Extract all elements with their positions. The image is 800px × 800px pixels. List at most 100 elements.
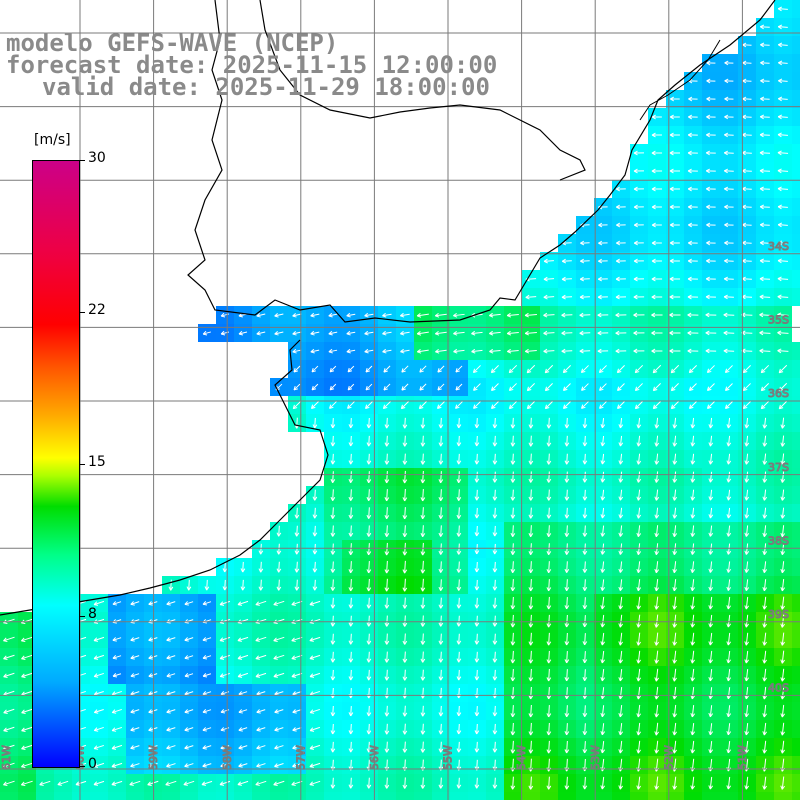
wind-arrow [744,417,750,429]
wind-arrow [366,723,372,735]
wind-arrow [564,723,570,736]
wind-arrow [633,240,644,246]
wind-arrow [186,579,192,591]
wind-arrow [778,96,788,102]
wind-arrow [744,453,750,465]
wind-arrow [654,614,659,628]
wind-arrow [759,114,770,120]
wind-arrow [564,471,570,483]
wind-arrow [618,453,624,465]
wind-arrow [438,633,444,645]
wind-cell [792,666,800,684]
wind-arrow [219,780,231,786]
wind-arrow [292,745,302,750]
wind-arrow [654,668,660,682]
argentina-coast [0,339,329,616]
wind-arrow [528,579,534,592]
wind-arrow [690,453,696,465]
wind-arrow [708,776,714,790]
wind-arrow [546,668,552,682]
wind-arrow [401,383,409,391]
wind-arrow [435,330,447,336]
wind-arrow [384,417,390,429]
wind-arrow [528,632,534,646]
wind-cell [792,18,800,36]
wind-arrow [312,579,318,591]
wind-cell [792,774,800,792]
wind-cell [792,756,800,774]
wind-arrow [492,507,498,519]
uruguay-coast [259,0,586,181]
wind-arrow [633,204,644,210]
wind-arrow [582,633,588,646]
wind-arrow [402,741,408,753]
wind-arrow [402,507,408,520]
wind-arrow [309,780,321,786]
coastline [187,0,776,323]
wind-arrow [273,672,285,678]
wind-arrow [93,780,105,786]
wind-arrow [219,672,230,678]
wind-arrow [651,240,662,246]
wind-arrow [528,489,534,501]
wind-arrow [618,579,624,592]
wind-arrow [762,579,768,592]
wind-cell [666,792,684,800]
wind-arrow [258,579,264,591]
wind-arrow [726,435,732,447]
wind-arrow [597,330,609,336]
wind-arrow [633,150,644,156]
wind-arrow [742,60,752,66]
wind-arrow [672,596,677,610]
wind-arrow [759,258,770,264]
wind-arrow [366,597,372,609]
wind-arrow [365,365,373,373]
wind-arrow [202,763,212,768]
wind-arrow [723,330,735,336]
wind-arrow [564,579,570,592]
wind-arrow [636,632,641,646]
wind-arrow [456,525,462,537]
wind-arrow [705,168,716,174]
wind-arrow [778,42,788,48]
wind-arrow [273,600,285,606]
wind-arrow [708,525,714,537]
wind-arrow [690,543,696,555]
wind-arrow [600,650,606,664]
wind-arrow [510,453,516,465]
wind-arrow [166,763,176,768]
wind-arrow [780,453,786,465]
wind-arrow [384,777,390,789]
wind-arrow [202,745,212,750]
wind-arrow [420,723,426,735]
wind-arrow [654,650,659,664]
wind-arrow [510,722,516,736]
wind-arrow [384,741,390,753]
wind-arrow [762,686,768,700]
wind-cell [792,288,800,306]
wind-arrow [238,745,248,750]
wind-arrow [651,258,662,264]
wind-arrow [708,561,714,573]
wind-arrow [510,669,516,682]
wind-arrow [348,615,354,627]
wind-arrow [546,471,552,483]
wind-arrow [528,561,534,574]
wind-arrow [669,276,681,282]
lon-label: 61W [0,745,13,770]
wind-arrow [760,78,770,84]
wind-arrow [726,596,732,610]
wind-arrow [420,615,426,627]
wind-arrow [148,763,158,768]
wind-arrow [220,763,230,768]
wind-arrow [636,453,642,465]
wind-arrow [724,365,733,374]
wind-arrow [528,614,534,628]
wind-cell [792,630,800,648]
wind-arrow [420,651,426,663]
wind-arrow [672,435,678,447]
wind-arrow [276,543,282,555]
wind-arrow [651,114,662,120]
wind-arrow [347,401,355,409]
wind-arrow [348,507,354,519]
